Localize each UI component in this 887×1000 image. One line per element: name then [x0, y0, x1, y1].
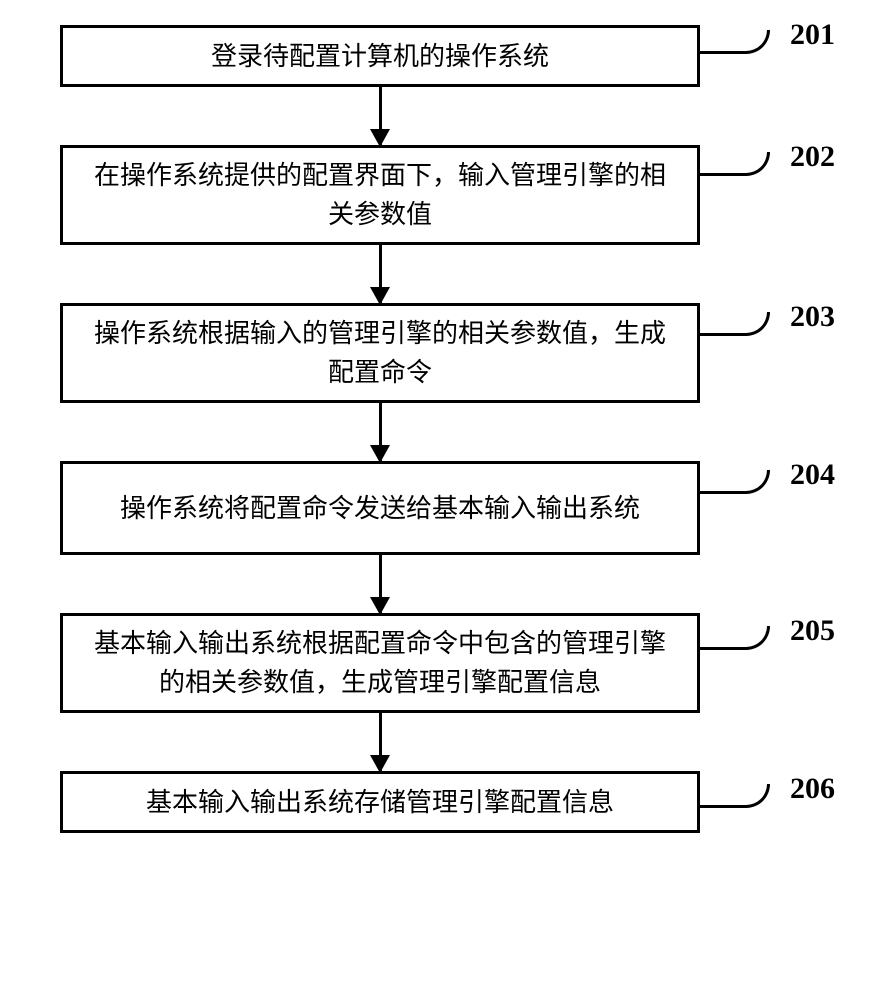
step-box-202: 在操作系统提供的配置界面下，输入管理引擎的相关参数值	[60, 145, 700, 245]
step-label-202: 202	[790, 140, 835, 174]
connector-line	[700, 784, 770, 808]
step-text: 操作系统将配置命令发送给基本输入输出系统	[120, 489, 640, 528]
step-label-204: 204	[790, 458, 835, 492]
step-label-205: 205	[790, 614, 835, 648]
step-box-205: 基本输入输出系统根据配置命令中包含的管理引擎的相关参数值，生成管理引擎配置信息	[60, 613, 700, 713]
step-box-201: 登录待配置计算机的操作系统	[60, 25, 700, 87]
connector-line	[700, 152, 770, 176]
step-label-206: 206	[790, 772, 835, 806]
arrow-down-icon	[60, 87, 700, 145]
arrow-down-icon	[60, 245, 700, 303]
step-box-204: 操作系统将配置命令发送给基本输入输出系统	[60, 461, 700, 555]
connector-line	[700, 312, 770, 336]
step-text: 基本输入输出系统存储管理引擎配置信息	[146, 783, 614, 822]
flowchart-container: 登录待配置计算机的操作系统 在操作系统提供的配置界面下，输入管理引擎的相关参数值…	[60, 25, 700, 833]
step-text: 操作系统根据输入的管理引擎的相关参数值，生成配置命令	[83, 314, 677, 392]
connector-line	[700, 30, 770, 54]
arrow-down-icon	[60, 555, 700, 613]
step-text: 在操作系统提供的配置界面下，输入管理引擎的相关参数值	[83, 156, 677, 234]
step-label-203: 203	[790, 300, 835, 334]
arrow-down-icon	[60, 713, 700, 771]
step-text: 基本输入输出系统根据配置命令中包含的管理引擎的相关参数值，生成管理引擎配置信息	[83, 624, 677, 702]
step-box-206: 基本输入输出系统存储管理引擎配置信息	[60, 771, 700, 833]
arrow-down-icon	[60, 403, 700, 461]
connector-line	[700, 626, 770, 650]
step-box-203: 操作系统根据输入的管理引擎的相关参数值，生成配置命令	[60, 303, 700, 403]
step-text: 登录待配置计算机的操作系统	[211, 37, 549, 76]
step-label-201: 201	[790, 18, 835, 52]
connector-line	[700, 470, 770, 494]
